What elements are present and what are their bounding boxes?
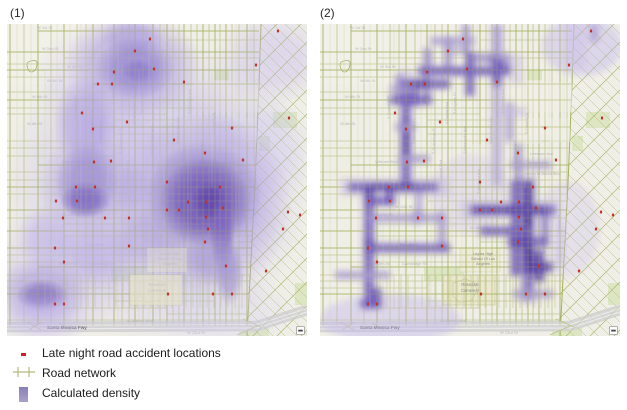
svg-text:W 11th St: W 11th St	[395, 204, 413, 209]
svg-text:Angeles: Angeles	[476, 262, 490, 266]
svg-text:Cemetery: Cemetery	[461, 288, 480, 293]
svg-text:W 1st St: W 1st St	[350, 25, 366, 30]
svg-text:W 2nd St: W 2nd St	[355, 46, 372, 51]
svg-text:Cambridge St: Cambridge St	[402, 261, 427, 266]
svg-text:S Hobart Blvd: S Hobart Blvd	[445, 102, 449, 124]
svg-text:W 1st St: W 1st St	[37, 25, 53, 30]
svg-text:James M Wood Blvd: James M Wood Blvd	[524, 171, 561, 176]
svg-text:S Manhattan Pl: S Manhattan Pl	[412, 119, 416, 144]
svg-text:W 23rd St: W 23rd St	[500, 330, 519, 335]
svg-text:W 4th St: W 4th St	[360, 78, 376, 83]
svg-text:Leeward Ave: Leeward Ave	[530, 151, 554, 156]
svg-text:Loyola High: Loyola High	[473, 252, 493, 256]
svg-text:W 6th St: W 6th St	[345, 94, 361, 99]
svg-text:School Of Los: School Of Los	[471, 257, 495, 261]
svg-text:S Normandie Ave: S Normandie Ave	[463, 126, 467, 154]
svg-text:S Gramercy Pl: S Gramercy Pl	[387, 95, 391, 119]
svg-text:Wilshire Blvd: Wilshire Blvd	[375, 159, 398, 164]
svg-text:W 8th St: W 8th St	[340, 121, 356, 126]
svg-text:Rosedale: Rosedale	[461, 282, 479, 287]
svg-text:W 3rd St: W 3rd St	[380, 64, 396, 69]
svg-text:S Catalina St: S Catalina St	[525, 113, 529, 134]
svg-text:W 15th St: W 15th St	[372, 261, 390, 266]
svg-text:S Kingsley Dr: S Kingsley Dr	[453, 91, 457, 114]
svg-text:S St Andrews Pl: S St Andrews Pl	[432, 128, 436, 154]
